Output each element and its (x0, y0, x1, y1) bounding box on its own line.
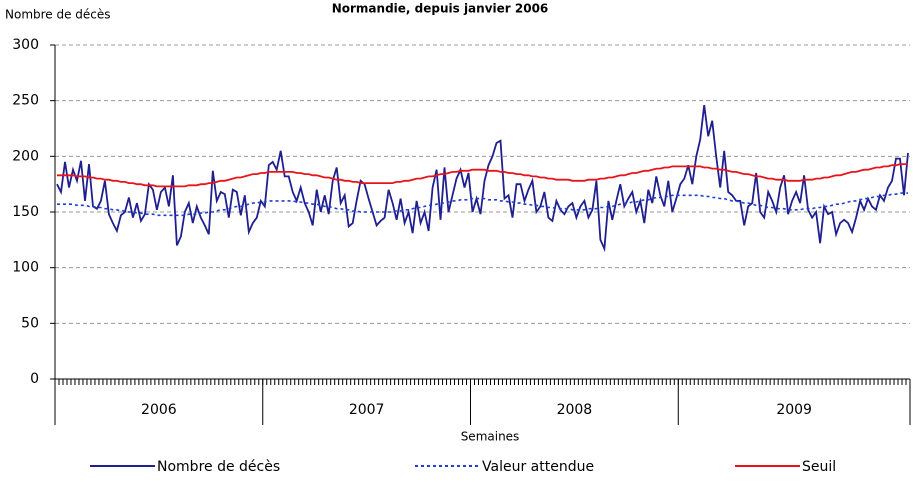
y-tick-label: 200 (12, 148, 39, 164)
group-label: 2009 (776, 402, 812, 418)
legend-label: Seuil (802, 459, 836, 475)
series-line (56, 104, 909, 253)
y-axis-label: Nombre de décès (5, 8, 111, 22)
group-label: 2006 (141, 402, 177, 418)
y-tick-label: 0 (30, 371, 39, 387)
group-label: 2007 (349, 402, 385, 418)
x-axis-label: Semaines (461, 430, 520, 444)
series-line (57, 192, 908, 217)
legend-label: Nombre de décès (157, 459, 280, 475)
y-tick-label: 300 (12, 37, 39, 53)
group-label: 2008 (557, 402, 593, 418)
y-tick-label: 250 (12, 93, 39, 109)
y-tick-label: 50 (21, 315, 39, 331)
y-tick-label: 100 (12, 260, 39, 276)
y-tick-label: 150 (12, 204, 39, 220)
legend-label: Valeur attendue (482, 459, 594, 475)
series-line (57, 163, 908, 188)
chart-title: Normandie, depuis janvier 2006 (332, 2, 549, 16)
